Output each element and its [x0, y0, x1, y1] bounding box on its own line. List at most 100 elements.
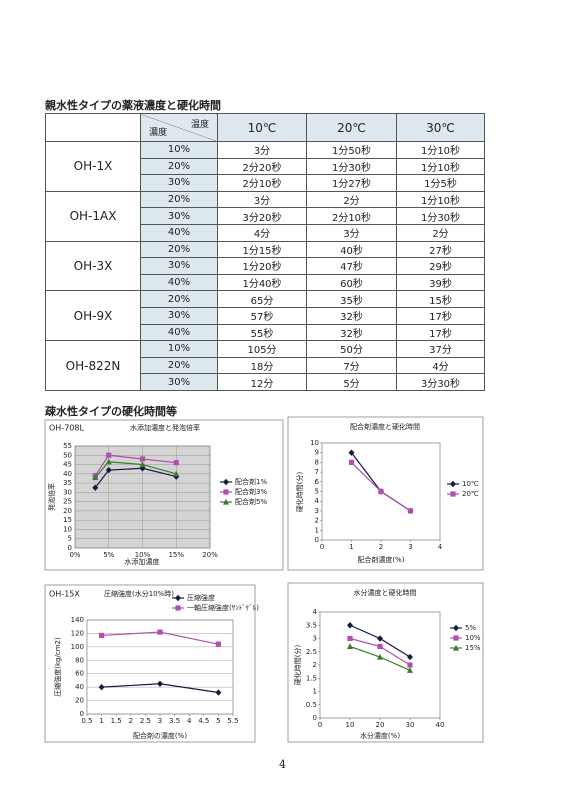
x-tick-label: 15% — [168, 551, 184, 559]
x-tick-label: 5 — [216, 717, 220, 725]
table-row: OH-3X 20% 1分15秒 40秒 27秒 — [45, 240, 485, 292]
marker — [215, 689, 222, 696]
marker — [98, 683, 105, 691]
marker — [348, 459, 355, 465]
y-tick-label: 30 — [63, 488, 72, 496]
y-tick-label: 3 — [315, 507, 319, 515]
section-title: 疎水性タイプの硬化時間等 — [45, 405, 177, 418]
y-tick-label: 0 — [68, 544, 72, 552]
time-cell: 1分10秒 — [396, 157, 485, 176]
y-tick-label: 6 — [315, 478, 320, 486]
y-tick-label: 3 — [313, 635, 317, 643]
marker — [407, 653, 413, 661]
time-cell: 3分30秒 — [396, 373, 485, 391]
x-tick-label: 20 — [376, 721, 385, 729]
chart-title: 水添加濃度と発泡倍率 — [130, 423, 200, 432]
marker — [139, 456, 146, 462]
x-tick-label: 3.5 — [169, 717, 180, 725]
x-tick-label: 2.5 — [140, 717, 151, 725]
legend-marker — [453, 644, 459, 651]
y-tick-label: 80 — [75, 656, 84, 664]
marker — [347, 622, 353, 629]
corner-cell: 温度 濃度 — [140, 113, 218, 142]
legend-marker — [223, 498, 229, 505]
x-tick-label: 10 — [346, 721, 355, 729]
legend-marker — [175, 594, 181, 602]
product-name: OH-822N — [45, 340, 141, 391]
x-tick-label: 0% — [69, 551, 80, 559]
marker — [347, 643, 353, 650]
x-tick-label: 4 — [187, 717, 192, 725]
concentration-cell: 40% — [140, 223, 218, 242]
y-axis-label: 発泡倍率 — [47, 483, 56, 511]
y-tick-label: 45 — [63, 461, 72, 469]
time-cell: 1分5秒 — [396, 174, 485, 192]
header-cell: 20℃ — [306, 113, 397, 142]
marker — [105, 458, 112, 465]
y-tick-label: 8 — [315, 458, 319, 466]
y-tick-label: 2 — [315, 517, 319, 525]
legend-label: 圧縮強度 — [187, 593, 215, 602]
x-tick-label: 1 — [99, 717, 103, 725]
marker — [348, 449, 355, 456]
x-axis-label: 水添加濃度 — [125, 557, 160, 566]
series-line — [94, 467, 177, 489]
legend-label: 15% — [465, 644, 481, 652]
x-tick-label: 3 — [408, 543, 412, 551]
table-row: 30% 3分20秒 2分10秒 1分30秒 — [46, 207, 485, 225]
legend-label: 一軸圧縮強度(ｻﾝﾄﾞｹﾞﾙ) — [187, 603, 259, 612]
legend-marker — [450, 491, 456, 497]
y-tick-label: 3.5 — [306, 621, 317, 629]
y-tick-label: 140 — [71, 616, 84, 624]
y-axis-label: 圧縮強度(kg/cm2) — [53, 637, 62, 697]
x-tick-label: 0 — [320, 543, 324, 551]
y-tick-label: 1 — [313, 688, 317, 696]
marker — [407, 508, 414, 514]
marker — [106, 452, 112, 458]
y-tick-label: 2.5 — [306, 648, 317, 656]
y-tick-label: 1.5 — [306, 674, 317, 682]
time-cell: 12分 — [217, 373, 307, 391]
table-row: 40% 1分40秒 60秒 39秒 — [46, 273, 485, 292]
x-tick-label: 0 — [318, 721, 322, 729]
x-tick-label: 10% — [135, 551, 151, 559]
concentration-cell: 40% — [140, 323, 218, 342]
x-tick-label: 40 — [436, 721, 445, 729]
table-row: OH-822N 10% 105分 50分 37分 — [45, 340, 485, 391]
y-tick-label: 35 — [63, 479, 72, 487]
y-tick-label: 100 — [71, 643, 84, 651]
legend-label: 配合剤1% — [235, 477, 267, 486]
marker — [215, 641, 221, 647]
series-line — [94, 461, 177, 478]
marker — [377, 643, 383, 650]
chart-label: OH-15X — [49, 590, 80, 599]
y-tick-label: 120 — [71, 629, 84, 637]
corner-bottom: 濃度 — [149, 128, 168, 138]
legend-marker — [453, 624, 459, 632]
marker — [377, 635, 383, 642]
marker — [347, 635, 353, 642]
chart-label: OH-708L — [49, 424, 84, 433]
legend-marker — [450, 480, 456, 488]
x-axis-label: 水分濃度(%) — [360, 731, 400, 740]
x-axis-label: 配合剤濃度(%) — [357, 555, 404, 564]
y-tick-label: 25 — [63, 498, 72, 506]
product-name: OH-3X — [45, 240, 141, 292]
y-tick-label: 0 — [315, 536, 319, 544]
table-row: 20% 18分 7分 4分 — [46, 356, 485, 375]
x-tick-label: 3 — [158, 717, 162, 725]
table-row: OH-1AX 20% 3分 2分 1分10秒 — [45, 190, 485, 242]
plot-area — [86, 619, 234, 715]
legend-marker — [175, 605, 181, 611]
legend-label: 配合剤5% — [235, 497, 267, 506]
x-tick-label: 1 — [349, 543, 353, 551]
concentration-cell: 30% — [140, 373, 218, 391]
chart-title: 圧縮強度(水分10%時) — [104, 589, 174, 598]
x-tick-label: 2 — [129, 717, 133, 725]
chart-title: 水分濃度と硬化時間 — [354, 588, 417, 597]
marker — [99, 632, 105, 639]
y-axis-label: 硬化時間(分) — [293, 645, 302, 686]
legend-label: 20℃ — [462, 490, 479, 498]
legend-label: 5% — [465, 624, 476, 632]
